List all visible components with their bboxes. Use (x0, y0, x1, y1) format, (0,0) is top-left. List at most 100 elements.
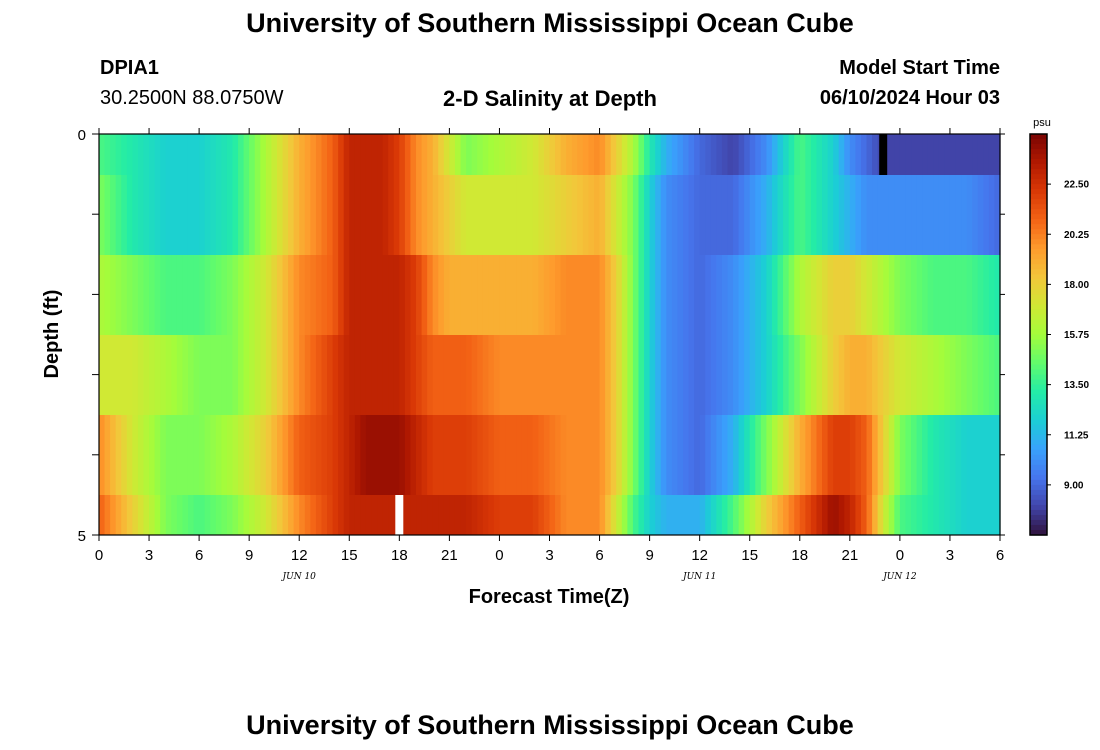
heatmap-cell (977, 134, 984, 175)
heatmap-cell (110, 415, 117, 495)
heatmap-cell (682, 255, 690, 335)
heatmap-cell (805, 415, 812, 495)
colorbar-segment (1030, 214, 1047, 220)
heatmap-cell (454, 175, 462, 255)
heatmap-cell (99, 415, 106, 495)
colorbar-segment (1030, 324, 1047, 331)
heatmap-cell (922, 335, 929, 415)
heatmap-cell (121, 495, 128, 535)
heatmap-cell (104, 495, 111, 535)
heatmap-cell (399, 175, 406, 255)
heatmap-cell (221, 255, 228, 335)
colorbar-segment (1030, 514, 1047, 521)
heatmap-cell (204, 175, 211, 255)
missing-data-marker (879, 134, 888, 175)
heatmap-cell (482, 415, 489, 495)
heatmap-cell (421, 134, 428, 175)
heatmap-cell (671, 134, 679, 175)
heatmap-cell (966, 134, 973, 175)
heatmap-cell (466, 335, 473, 415)
heatmap-cell (816, 134, 823, 175)
heatmap-cell (788, 415, 795, 495)
heatmap-cell (454, 255, 462, 335)
heatmap-cell (238, 255, 245, 335)
heatmap-cell (265, 415, 273, 495)
heatmap-cell (988, 415, 996, 495)
heatmap-cell (805, 134, 812, 175)
heatmap-cell (966, 335, 973, 415)
heatmap-cell (204, 134, 211, 175)
heatmap-cell (588, 495, 595, 535)
heatmap-cell (694, 175, 701, 255)
heatmap-cell (638, 495, 645, 535)
heatmap-cell (582, 415, 590, 495)
heatmap-cell (627, 495, 634, 535)
heatmap-cell (505, 255, 512, 335)
heatmap-cell (571, 495, 578, 535)
colorbar-segment (1030, 224, 1047, 230)
colorbar-segment (1030, 169, 1047, 175)
heatmap-cell (260, 495, 267, 535)
heatmap-cell (699, 255, 706, 335)
heatmap-cell (499, 415, 506, 495)
heatmap-cell (238, 134, 245, 175)
heatmap-cell (338, 134, 345, 175)
heatmap-cell (471, 495, 478, 535)
x-tick-label: 0 (896, 547, 904, 564)
heatmap-cell (571, 335, 578, 415)
heatmap-cell (682, 415, 690, 495)
heatmap-cell (115, 415, 122, 495)
heatmap-cell (949, 134, 957, 175)
heatmap-cell (744, 175, 751, 255)
heatmap-cells (99, 134, 1001, 535)
heatmap-cell (949, 335, 957, 415)
heatmap-cell (621, 335, 628, 415)
heatmap-cell (760, 255, 768, 335)
chart-subtitle: 2-D Salinity at Depth (443, 86, 657, 111)
y-tick-label: 0 (78, 127, 86, 144)
heatmap-cell (788, 335, 795, 415)
heatmap-cell (632, 495, 640, 535)
heatmap-cell (644, 255, 651, 335)
heatmap-cell (427, 495, 434, 535)
heatmap-cell (126, 255, 133, 335)
colorbar-segment (1030, 474, 1047, 481)
heatmap-cell (304, 335, 311, 415)
heatmap-cell (288, 415, 295, 495)
heatmap-cell (682, 495, 690, 535)
heatmap-cell (493, 415, 501, 495)
heatmap-cell (365, 415, 373, 495)
heatmap-cell (199, 255, 206, 335)
heatmap-cell (688, 335, 695, 415)
heatmap-cell (888, 134, 895, 175)
heatmap-cell (271, 134, 278, 175)
heatmap-cell (694, 134, 701, 175)
heatmap-cell (833, 495, 840, 535)
heatmap-cell (238, 175, 245, 255)
heatmap-cell (588, 134, 595, 175)
heatmap-cell (783, 415, 790, 495)
heatmap-cell (916, 495, 923, 535)
heatmap-cell (226, 255, 234, 335)
heatmap-cell (755, 495, 762, 535)
heatmap-cell (404, 495, 412, 535)
heatmap-cell (849, 134, 856, 175)
heatmap-cell (644, 134, 651, 175)
heatmap-cell (388, 495, 395, 535)
heatmap-cell (360, 134, 367, 175)
heatmap-cell (955, 175, 962, 255)
heatmap-cell (338, 335, 345, 415)
model-start-value: 06/10/2024 Hour 03 (819, 87, 1000, 109)
heatmap-cell (154, 255, 161, 335)
heatmap-cell (382, 134, 389, 175)
heatmap-cell (254, 255, 261, 335)
heatmap-cell (549, 255, 556, 335)
heatmap-cell (477, 255, 484, 335)
heatmap-cell (449, 134, 456, 175)
heatmap-cell (949, 175, 957, 255)
heatmap-cell (577, 175, 584, 255)
heatmap-cell (410, 495, 417, 535)
heatmap-cell (388, 415, 395, 495)
heatmap-cell (538, 495, 545, 535)
heatmap-cell (99, 255, 106, 335)
